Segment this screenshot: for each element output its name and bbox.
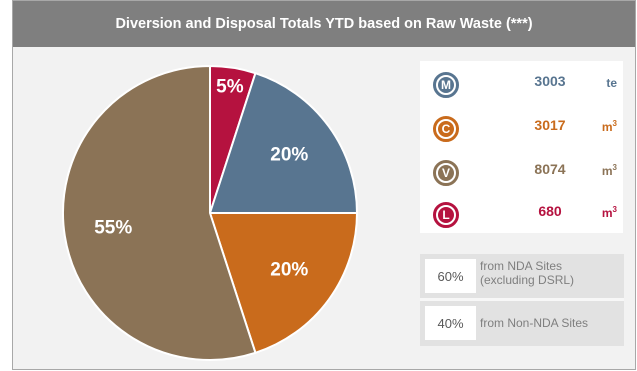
pie-label-c: 20% (270, 260, 308, 281)
non-nda-percent: 40% (425, 306, 476, 340)
non-nda-description: from Non-NDA Sites (480, 316, 589, 330)
totals-row-l: L 680 m3 (420, 194, 623, 234)
nda-description: from NDA Sites (excluding DSRL) (480, 259, 575, 287)
totals-row-m: M 3003 te (420, 64, 623, 104)
m-total-value: 3003 (534, 73, 566, 89)
source-breakdown: 60% from NDA Sites (excluding DSRL) 40% … (420, 254, 624, 346)
pie-slice-c (208, 212, 359, 355)
c-letter-icon: C (438, 121, 454, 137)
nda-percent: 60% (425, 259, 476, 293)
v-letter-icon: V (438, 165, 454, 181)
panel-title: Diversion and Disposal Totals YTD based … (115, 16, 533, 32)
totals-row-v: V 8074 m3 (420, 152, 623, 192)
panel-header: Diversion and Disposal Totals YTD based … (13, 1, 635, 47)
pie-slice-v (62, 64, 257, 361)
pie-label-v: 55% (94, 217, 132, 238)
totals-row-c: C 3017 m3 (420, 108, 623, 148)
c-badge: C (433, 116, 459, 142)
totals-table: M 3003 te C 3017 m3 V 8074 m3 L 680 m3 (420, 61, 623, 233)
pie-label-l: 5% (216, 77, 244, 98)
v-total-value: 8074 (534, 161, 566, 177)
l-total-value: 680 (538, 203, 562, 219)
m-total-unit: te (606, 76, 617, 90)
pie-slice-m (208, 71, 359, 214)
waste-totals-panel: Diversion and Disposal Totals YTD based … (12, 0, 636, 370)
v-total-unit: m3 (601, 163, 617, 178)
l-badge: L (433, 202, 459, 228)
v-badge: V (433, 160, 459, 186)
l-total-unit: m3 (601, 205, 617, 220)
c-total-unit: m3 (601, 119, 617, 134)
pie-chart: 5% 20% 20% 55% (62, 64, 359, 361)
pie-label-m: 20% (270, 144, 308, 165)
l-letter-icon: L (438, 207, 454, 223)
source-divider (420, 298, 624, 301)
m-badge: M (433, 72, 459, 98)
m-letter-icon: M (438, 77, 454, 93)
c-total-value: 3017 (534, 117, 566, 133)
